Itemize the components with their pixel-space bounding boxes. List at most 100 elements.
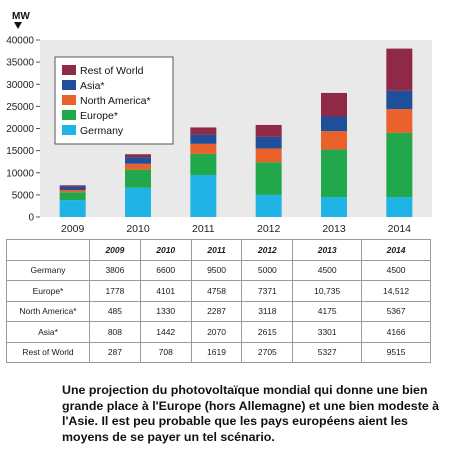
table-cell: 2615 [241,321,294,343]
bar-segment [190,143,217,154]
table-cell: 2287 [190,300,243,322]
table-cell: 3118 [241,300,294,322]
table-cell: 4166 [361,321,431,343]
bars [59,48,413,217]
legend-label: Europe* [80,110,118,122]
stacked-bar-chart: 0 5000 10000 15000 20000 25000 30000 35000 40000… [6,11,432,235]
x-tick-label: 2011 [192,223,215,235]
data-table: 2009 2010 2011 2012 2013 2014 Germany 3806 6600… [6,239,431,363]
table-cell: 485 [89,300,141,322]
y-tick-label: 15000 [6,146,34,157]
table-cell: 808 [89,321,141,343]
x-tick-label: 2010 [126,223,150,235]
legend-swatch [62,95,76,105]
bar-segment [59,200,86,217]
table-cell: 4500 [361,259,431,281]
table-row: Rest of World 287 708 1619 2705 5327 9515 [6,341,431,363]
table-cell: 4101 [139,280,192,302]
table-cell: 287 [89,341,141,363]
bar-segment [386,132,413,198]
y-axis-ticks: 0 5000 10000 15000 20000 25000 30000 35000 40000 [6,36,40,224]
table-cell: 2705 [241,341,294,363]
y-tick-label: 20000 [6,124,34,135]
bar-segment [255,194,282,217]
bar-segment [125,163,151,170]
bar-segment [59,185,86,187]
y-tick-label: 35000 [6,58,34,69]
bar-segment [255,124,282,137]
table-cell: 9500 [190,259,243,281]
legend-swatch [62,110,76,120]
unit-arrow-icon [14,22,22,29]
table-cell: 5327 [292,341,363,363]
bar-segment [386,48,413,91]
table-cell: 1778 [89,280,141,302]
y-tick-label: 30000 [6,80,34,91]
table-year-header: 2010 [139,239,192,261]
bar-segment [125,187,151,217]
table-year-header: 2014 [361,239,431,261]
caption: Une projection du photovoltaïque mondial… [62,383,440,444]
table-row-label: Asia* [6,321,90,343]
table-row: Asia* 808 1442 2070 2615 3301 4166 [6,321,431,343]
y-tick-label: 0 [28,213,34,224]
table-corner-cell [6,239,90,261]
unit-label: MW [12,11,30,22]
legend-label: Asia* [80,80,105,92]
x-axis-ticks: 2009 2010 2011 2012 2013 2014 [61,223,411,235]
y-tick-label: 5000 [12,190,35,201]
legend-label: Germany [80,125,124,137]
bar-segment [125,157,151,164]
bar-segment [321,131,347,150]
table-cell: 708 [139,341,192,363]
table-cell: 7371 [241,280,294,302]
bar-segment [255,136,282,149]
table-cell: 5367 [361,300,431,322]
y-tick-label: 25000 [6,102,34,113]
table-row-label: Rest of World [6,341,90,363]
legend-swatch [62,80,76,90]
legend-swatch [62,65,76,75]
bar-segment [190,127,217,135]
legend-swatch [62,125,76,135]
table-row-label: North America* [6,300,90,322]
bar-segment [59,190,86,193]
bar-segment [125,154,151,158]
table-row: Germany 3806 6600 9500 5000 4500 4500 [6,259,431,281]
x-tick-label: 2012 [257,223,281,235]
table-row: North America* 485 1330 2287 3118 4175 5367 [6,300,431,322]
table-cell: 1442 [139,321,192,343]
bar-segment [386,90,413,110]
table-year-header: 2012 [241,239,294,261]
table-cell: 2070 [190,321,243,343]
table-cell: 4758 [190,280,243,302]
bar-segment [386,197,413,217]
table-cell: 5000 [241,259,294,281]
table-cell: 14,512 [361,280,431,302]
bar-segment [190,174,217,217]
x-tick-label: 2014 [388,223,412,235]
bar-segment [255,148,282,163]
bar-segment [190,153,217,175]
table-year-header: 2011 [190,239,243,261]
x-tick-label: 2013 [322,223,346,235]
bar-segment [386,109,413,133]
table-cell: 3806 [89,259,141,281]
table-row-label: Europe* [6,280,90,302]
bar-segment [59,192,86,201]
legend-label: Rest of World [80,65,144,77]
table-header-row: 2009 2010 2011 2012 2013 2014 [6,239,431,261]
bar-segment [321,149,347,198]
table-cell: 1619 [190,341,243,363]
table-cell: 1330 [139,300,192,322]
bar-segment [321,116,347,132]
legend: Rest of World Asia* North America* Europe* G… [54,56,174,145]
bar-segment [190,134,217,144]
bar-segment [321,197,347,217]
x-tick-label: 2009 [61,223,85,235]
y-tick-label: 40000 [6,36,34,47]
table-cell: 4175 [292,300,363,322]
bar-segment [125,169,151,188]
bar-segment [255,162,282,195]
table-row-label: Germany [6,259,90,281]
